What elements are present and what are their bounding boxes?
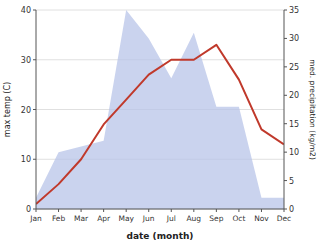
x-tick-label: Nov <box>254 214 269 223</box>
y2-tick-label: 35 <box>289 6 299 15</box>
temp-line <box>36 45 284 204</box>
precip-area <box>36 10 284 209</box>
y2-tick-label: 5 <box>289 177 294 186</box>
x-tick-label: May <box>118 214 134 223</box>
y2-tick <box>284 95 287 96</box>
x-tick-label: Mar <box>74 214 89 223</box>
x-tick-label: Jan <box>29 214 42 223</box>
x-axis-line <box>36 209 284 210</box>
y2-tick-label: 0 <box>289 205 294 214</box>
y2-tick-label: 10 <box>289 148 299 157</box>
y2-tick <box>284 123 287 124</box>
y-tick <box>33 10 36 11</box>
chart: 0 10 20 30 40 0 5 10 15 20 25 30 35 Jan Feb Mar Apr May Ju… <box>0 0 318 247</box>
y2-tick <box>284 152 287 153</box>
x-tick <box>58 209 59 212</box>
x-tick-label: Oct <box>232 214 245 223</box>
x-tick <box>284 209 285 212</box>
x-axis-label: date (month) <box>127 231 194 241</box>
x-tick <box>126 209 127 212</box>
x-tick-label: Dec <box>277 214 292 223</box>
grid-line <box>36 10 284 11</box>
y2-tick-label: 20 <box>289 91 299 100</box>
y-tick <box>33 109 36 110</box>
y2-tick <box>284 180 287 181</box>
x-tick-label: Jul <box>166 214 176 223</box>
y2-axis-label: med. precipitation (kg/m2) <box>308 59 317 160</box>
grid-line <box>36 209 284 210</box>
y2-tick <box>284 66 287 67</box>
x-tick <box>36 209 37 212</box>
x-tick <box>103 209 104 212</box>
x-tick <box>171 209 172 212</box>
x-tick <box>193 209 194 212</box>
x-tick-label: Sep <box>209 214 223 223</box>
x-tick-label: Feb <box>52 214 66 223</box>
x-tick-label: Apr <box>97 214 111 223</box>
y-tick-label: 0 <box>26 205 31 214</box>
x-tick <box>81 209 82 212</box>
x-tick <box>216 209 217 212</box>
y-tick-label: 20 <box>21 106 31 115</box>
x-tick-label: Jun <box>142 214 155 223</box>
y2-tick-label: 30 <box>289 34 299 43</box>
y2-tick-label: 15 <box>289 120 299 129</box>
x-tick <box>261 209 262 212</box>
y-tick-label: 40 <box>21 6 31 15</box>
x-tick <box>238 209 239 212</box>
plot-area <box>36 10 284 209</box>
y2-axis-line <box>284 10 285 209</box>
x-tick <box>148 209 149 212</box>
y-tick-label: 30 <box>21 56 31 65</box>
y2-tick-label: 25 <box>289 63 299 72</box>
y-tick <box>33 59 36 60</box>
y-tick-label: 10 <box>21 155 31 164</box>
y2-tick <box>284 38 287 39</box>
y2-tick <box>284 10 287 11</box>
y-axis-label: max temp (C) <box>3 82 12 137</box>
y-tick <box>33 159 36 160</box>
x-tick-label: Aug <box>186 214 201 223</box>
